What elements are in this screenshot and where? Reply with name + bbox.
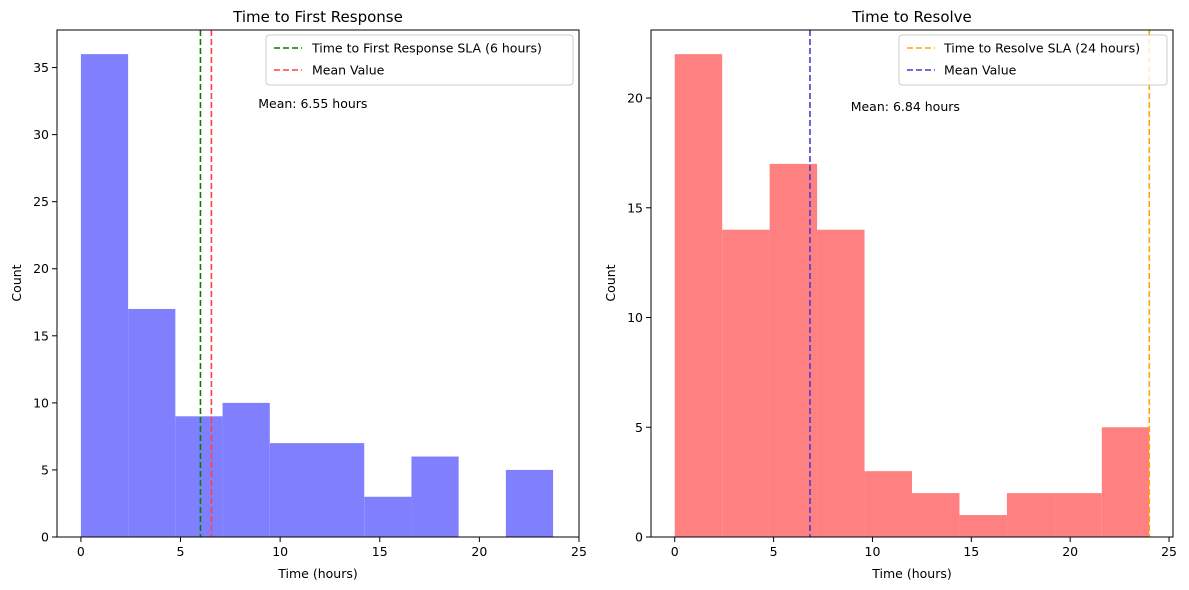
y-tick-label: 0 <box>635 530 643 545</box>
histogram-bars <box>80 54 554 538</box>
reference-lines <box>199 30 213 537</box>
histogram-bar-3 <box>817 229 865 537</box>
histogram-bar-7 <box>1006 493 1055 537</box>
histogram-bar-1 <box>722 229 770 537</box>
legend: Time to Resolve SLA (24 hours) Mean Valu… <box>898 34 1168 86</box>
legend-label-mean: Mean Value <box>312 63 385 78</box>
chart-time-to-first-response: Time to First Response 0 5 10 15 20 25 0 5 10 15… <box>9 8 587 581</box>
y-tick-label: 15 <box>627 200 643 215</box>
x-axis-ticks: 0 5 10 15 20 25 <box>671 537 1177 559</box>
histogram-bar-9 <box>1101 427 1150 537</box>
histogram-bar-8 <box>1054 493 1102 537</box>
y-tick-label: 15 <box>33 328 49 343</box>
histogram-bar-5 <box>317 443 365 537</box>
histogram-bar-4 <box>864 471 912 537</box>
histogram-bar-6 <box>364 496 412 537</box>
legend-label-sla: Time to Resolve SLA (24 hours) <box>943 41 1140 56</box>
x-tick-label: 10 <box>865 544 881 559</box>
y-tick-label: 5 <box>635 420 643 435</box>
x-tick-label: 5 <box>770 544 778 559</box>
chart-title: Time to First Response <box>232 8 403 26</box>
reference-lines <box>809 30 1151 537</box>
y-tick-label: 10 <box>627 310 643 325</box>
legend-label-mean: Mean Value <box>944 63 1017 78</box>
histogram-bar-0 <box>674 54 723 538</box>
histogram-bar-0 <box>80 54 129 538</box>
legend-box <box>265 34 574 86</box>
y-axis-label: Count <box>603 264 618 301</box>
y-tick-label: 20 <box>33 261 49 276</box>
x-axis-ticks: 0 5 10 15 20 25 <box>77 537 587 559</box>
y-tick-label: 10 <box>33 395 49 410</box>
legend: Time to First Response SLA (6 hours) Mea… <box>265 34 574 86</box>
y-tick-label: 25 <box>33 194 49 209</box>
plot-frame <box>56 29 580 538</box>
y-tick-label: 35 <box>33 60 49 75</box>
mean-annotation: Mean: 6.55 hours <box>258 96 367 111</box>
y-tick-label: 30 <box>33 127 49 142</box>
chart-time-to-resolve: Time to Resolve 0 5 10 15 20 25 0 5 10 15 20 Time… <box>603 8 1177 581</box>
y-tick-label: 20 <box>627 91 643 106</box>
histogram-bar-3 <box>222 402 270 537</box>
x-axis-label: Time (hours) <box>871 566 951 581</box>
histogram-bar-7 <box>411 456 459 537</box>
x-tick-label: 0 <box>77 544 85 559</box>
plot-frame <box>650 29 1174 538</box>
y-tick-label: 0 <box>41 530 49 545</box>
x-tick-label: 10 <box>272 544 288 559</box>
x-tick-label: 0 <box>671 544 679 559</box>
legend-label-sla: Time to First Response SLA (6 hours) <box>311 41 542 56</box>
histogram-bar-6 <box>959 515 1007 537</box>
chart-title: Time to Resolve <box>851 8 972 26</box>
histogram-bars <box>674 54 1150 538</box>
x-tick-label: 15 <box>963 544 979 559</box>
legend-box <box>898 34 1168 86</box>
x-tick-label: 25 <box>571 544 587 559</box>
x-tick-label: 5 <box>177 544 185 559</box>
y-axis-ticks: 0 5 10 15 20 25 30 35 <box>33 60 57 545</box>
x-axis-label: Time (hours) <box>277 566 357 581</box>
histogram-bar-2 <box>175 416 223 537</box>
y-tick-label: 5 <box>41 462 49 477</box>
y-axis-label: Count <box>9 264 24 301</box>
y-axis-ticks: 0 5 10 15 20 <box>627 91 651 545</box>
x-tick-label: 25 <box>1161 544 1177 559</box>
x-tick-label: 20 <box>471 544 487 559</box>
histogram-bar-9 <box>505 469 554 537</box>
mean-annotation: Mean: 6.84 hours <box>851 99 960 114</box>
histogram-bar-5 <box>912 493 960 537</box>
histogram-bar-4 <box>269 443 318 537</box>
x-tick-label: 20 <box>1062 544 1078 559</box>
x-tick-label: 15 <box>372 544 388 559</box>
histogram-bar-1 <box>128 308 176 537</box>
